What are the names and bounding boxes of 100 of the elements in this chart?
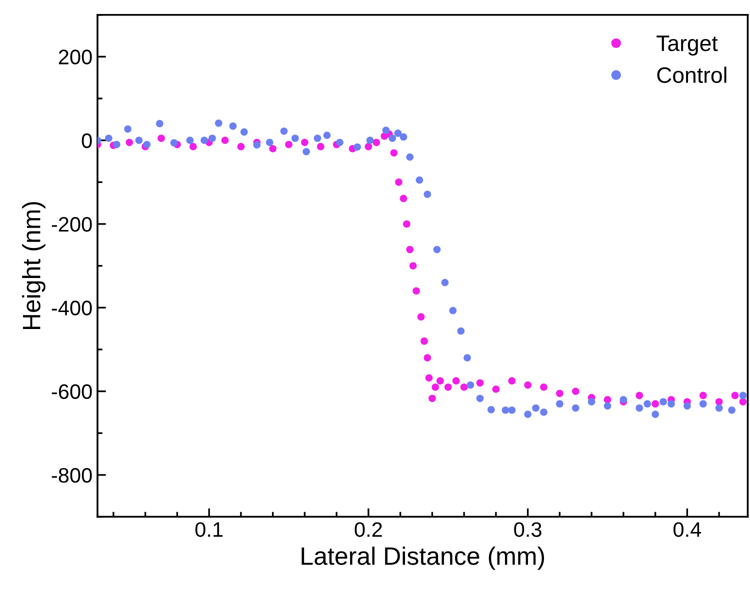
x-tick-label: 0.2 <box>354 522 382 537</box>
point <box>441 278 449 286</box>
point <box>524 381 532 389</box>
point <box>214 120 222 127</box>
point <box>604 402 612 410</box>
point <box>588 398 596 406</box>
point <box>487 406 495 414</box>
point <box>532 404 540 412</box>
point <box>301 138 308 146</box>
point <box>424 190 432 198</box>
y-axis-title: Height (nm) <box>22 202 46 330</box>
y-tick-label: -600 <box>52 384 92 400</box>
point <box>476 379 484 387</box>
point <box>200 136 208 144</box>
point <box>314 134 322 142</box>
point <box>668 400 675 408</box>
point <box>457 327 465 335</box>
point <box>739 392 747 400</box>
point <box>572 388 580 395</box>
point <box>302 148 310 156</box>
point <box>524 410 532 418</box>
point <box>739 398 747 406</box>
point <box>400 133 408 141</box>
point <box>366 136 374 144</box>
point <box>400 194 408 202</box>
point <box>715 398 723 406</box>
point <box>636 392 644 400</box>
y-tick-label: -800 <box>52 468 92 483</box>
y-tick-label: 200 <box>58 50 92 64</box>
point <box>416 176 424 184</box>
point <box>684 402 691 410</box>
point <box>699 392 707 400</box>
point <box>428 394 436 402</box>
point <box>556 390 564 398</box>
point <box>189 142 197 150</box>
point <box>316 142 324 150</box>
point <box>502 406 510 414</box>
point <box>652 410 659 418</box>
point <box>285 140 292 148</box>
point <box>436 377 444 385</box>
point <box>158 134 165 142</box>
point <box>104 134 112 142</box>
point <box>449 306 457 314</box>
point <box>420 337 428 345</box>
point <box>715 404 723 412</box>
point <box>425 374 433 382</box>
point <box>394 130 402 137</box>
point <box>229 122 237 130</box>
point <box>508 406 516 414</box>
point <box>354 143 361 151</box>
point <box>604 396 612 404</box>
point <box>540 383 548 391</box>
point <box>124 125 132 133</box>
y-tick-label: -200 <box>52 216 92 232</box>
point <box>540 408 548 416</box>
point <box>406 153 414 161</box>
point <box>409 262 417 270</box>
point <box>395 178 402 186</box>
legend-label: Target <box>656 36 718 56</box>
point <box>403 220 410 228</box>
point <box>382 126 390 134</box>
point <box>728 406 736 414</box>
point <box>364 142 372 150</box>
point <box>372 138 380 146</box>
point <box>424 354 432 362</box>
point <box>508 377 516 385</box>
point <box>221 136 229 144</box>
point <box>699 400 707 408</box>
point <box>126 138 134 146</box>
point <box>660 398 667 406</box>
point <box>572 404 580 412</box>
point <box>280 127 288 135</box>
legend-label: Control <box>657 66 726 83</box>
point <box>406 246 414 254</box>
point <box>433 246 441 254</box>
point <box>336 138 344 146</box>
point <box>323 132 331 139</box>
point <box>464 354 471 362</box>
point <box>208 134 216 142</box>
point <box>135 136 143 144</box>
point <box>390 149 398 157</box>
point <box>253 141 261 149</box>
point <box>636 404 644 412</box>
point <box>269 145 276 152</box>
x-tick-label: 0.4 <box>674 522 702 537</box>
point <box>452 377 460 385</box>
point <box>112 140 120 148</box>
point <box>156 120 164 128</box>
point <box>237 142 245 150</box>
point <box>417 313 425 321</box>
point <box>412 287 420 295</box>
x-tick-label: 0.3 <box>514 522 542 537</box>
point <box>291 134 299 142</box>
point <box>186 136 194 144</box>
point <box>388 134 396 142</box>
point <box>476 394 484 402</box>
point <box>492 386 500 393</box>
point <box>652 400 659 408</box>
x-axis-title: Lateral Distance (mm) <box>302 546 544 570</box>
point <box>466 381 474 389</box>
